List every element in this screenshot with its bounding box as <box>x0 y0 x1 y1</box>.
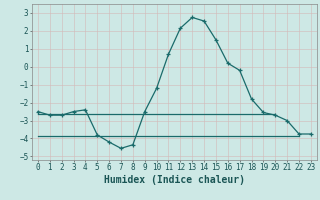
X-axis label: Humidex (Indice chaleur): Humidex (Indice chaleur) <box>104 175 245 185</box>
